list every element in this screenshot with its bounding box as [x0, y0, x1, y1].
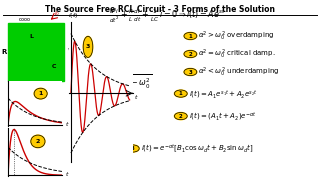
Circle shape [126, 145, 139, 152]
Text: $V_0$: $V_0$ [67, 47, 76, 55]
Text: R: R [2, 49, 7, 55]
Circle shape [34, 88, 47, 99]
Text: $i(t)=(A_1t+A_2)e^{-\alpha t}$: $i(t)=(A_1t+A_2)e^{-\alpha t}$ [189, 110, 257, 122]
Circle shape [174, 112, 187, 120]
Text: $t$: $t$ [134, 93, 139, 101]
Text: $\alpha^2>\omega_0^2$ overdamping: $\alpha^2>\omega_0^2$ overdamping [198, 29, 275, 43]
Text: $i(t)$: $i(t)$ [68, 11, 78, 20]
Text: $\frac{d^2i}{dt^2}+\frac{R}{L}\frac{di}{dt}+\frac{1}{LC}\,i=0\Rightarrow i(t)=Ae: $\frac{d^2i}{dt^2}+\frac{R}{L}\frac{di}{… [109, 7, 226, 26]
Text: The Source Free RCL Circuit - 3 Forms of the Solution: The Source Free RCL Circuit - 3 Forms of… [45, 4, 275, 14]
Text: 3: 3 [86, 44, 90, 49]
Text: 3: 3 [188, 69, 192, 75]
Text: L: L [29, 34, 34, 39]
Text: $\alpha^2=\omega_0^2$ critical damp.: $\alpha^2=\omega_0^2$ critical damp. [198, 47, 276, 61]
Text: $\alpha^2<\omega_0^2$ underdamping: $\alpha^2<\omega_0^2$ underdamping [198, 65, 280, 79]
Text: 1: 1 [38, 91, 43, 96]
Text: C: C [52, 64, 56, 69]
Circle shape [174, 90, 187, 97]
Text: 1: 1 [188, 33, 192, 39]
Text: 3: 3 [131, 146, 135, 151]
Circle shape [31, 135, 45, 148]
Circle shape [184, 50, 197, 58]
Text: 1: 1 [179, 91, 183, 96]
Circle shape [184, 32, 197, 40]
Text: $I_0$: $I_0$ [54, 9, 60, 18]
Text: 2: 2 [188, 51, 192, 57]
Text: 2: 2 [36, 139, 40, 144]
Circle shape [184, 68, 197, 76]
Text: 2: 2 [179, 114, 183, 119]
Text: oooo: oooo [19, 17, 31, 22]
Bar [8, 23, 64, 81]
Text: $t$: $t$ [65, 120, 69, 128]
Text: $i(t)=e^{-\alpha t}[B_1\cos\omega_d t+B_2\sin\omega_d t]$: $i(t)=e^{-\alpha t}[B_1\cos\omega_d t+B_… [141, 142, 253, 155]
Text: $t$: $t$ [65, 170, 69, 178]
Text: $i(t)=A_1e^{s_1t}+A_2e^{s_2t}$: $i(t)=A_1e^{s_1t}+A_2e^{s_2t}$ [189, 88, 258, 100]
Text: $s=-\alpha\pm\sqrt{\alpha^2-\omega_0^2}$: $s=-\alpha\pm\sqrt{\alpha^2-\omega_0^2}$ [72, 73, 152, 91]
Circle shape [83, 36, 93, 57]
